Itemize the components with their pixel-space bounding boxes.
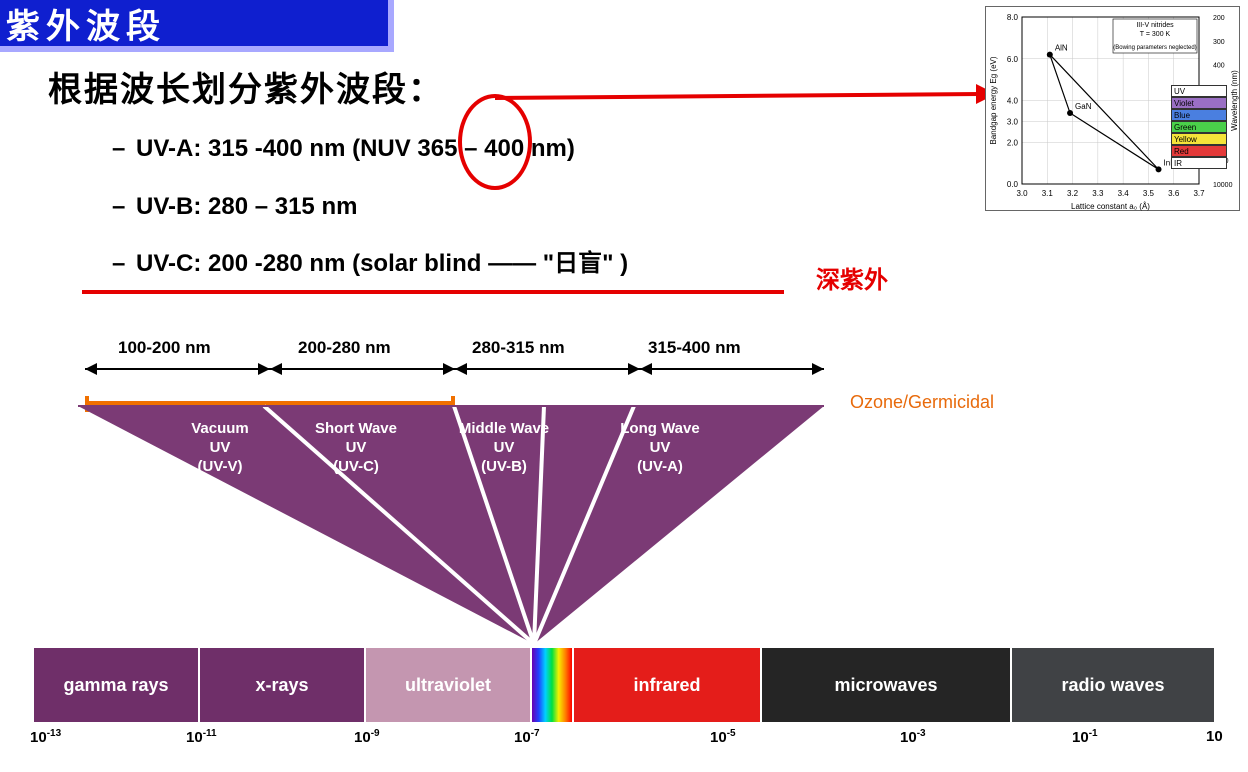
- svg-text:3.1: 3.1: [1042, 189, 1054, 198]
- fan-segment-label: Short WaveUV(UV-C): [301, 420, 411, 476]
- svg-text:200: 200: [1213, 15, 1225, 22]
- red-arrow-line: [495, 92, 980, 100]
- uv-bullet-list: –UV-A: 315 -400 nm (NUV 365 – 400 nm) –U…: [112, 120, 628, 293]
- svg-text:AlN: AlN: [1055, 44, 1068, 53]
- title-banner-text: 紫外波段: [6, 0, 166, 48]
- svg-text:GaN: GaN: [1075, 102, 1092, 111]
- spectrum-band-microwaves: microwaves: [762, 648, 1012, 722]
- scale-tick: 10: [1206, 728, 1223, 745]
- spectrum-band-ultraviolet: ultraviolet: [366, 648, 532, 722]
- svg-text:400: 400: [1213, 63, 1225, 70]
- deep-uv-label: 深紫外: [816, 260, 888, 295]
- spectrum-band-infrared: infrared: [574, 648, 762, 722]
- em-spectrum-bar: gamma raysx-raysultraviolet infraredmicro…: [34, 648, 1214, 722]
- red-circle-annotation: [458, 94, 532, 190]
- svg-text:3.3: 3.3: [1092, 189, 1104, 198]
- svg-text:3.7: 3.7: [1193, 189, 1205, 198]
- fan-segment-label: Long WaveUV(UV-A): [605, 420, 715, 476]
- title-banner: 紫外波段: [0, 0, 394, 52]
- bullet-uva: –UV-A: 315 -400 nm (NUV 365 – 400 nm): [112, 120, 628, 178]
- svg-text:3.0: 3.0: [1016, 189, 1028, 198]
- spectrum-band-radio-waves: radio waves: [1012, 648, 1214, 722]
- scale-tick: 10-1: [1072, 728, 1098, 746]
- svg-text:8.0: 8.0: [1007, 13, 1019, 22]
- scale-tick: 10-7: [514, 728, 540, 746]
- svg-text:4.0: 4.0: [1007, 97, 1019, 106]
- bullet-uvc: –UV-C: 200 -280 nm (solar blind —— "日盲" …: [112, 235, 628, 293]
- svg-text:3.6: 3.6: [1168, 189, 1180, 198]
- bullet-uvb: –UV-B: 280 – 315 nm: [112, 178, 628, 236]
- svg-text:Lattice constant a₀ (Å): Lattice constant a₀ (Å): [1071, 202, 1150, 211]
- fan-segment-label: Middle WaveUV(UV-B): [449, 420, 559, 476]
- ozone-germicidal-label: Ozone/Germicidal: [850, 392, 994, 413]
- svg-text:3.4: 3.4: [1118, 189, 1130, 198]
- uv-range-label: 100-200 nm: [118, 338, 211, 358]
- svg-text:10000: 10000: [1213, 182, 1233, 189]
- uv-range-label: 315-400 nm: [648, 338, 741, 358]
- scale-tick: 10-11: [186, 728, 217, 746]
- scale-tick: 10-13: [30, 728, 61, 746]
- svg-text:2.0: 2.0: [1007, 138, 1019, 147]
- page-heading: 根据波长划分紫外波段：: [48, 62, 444, 111]
- svg-text:0.0: 0.0: [1007, 180, 1019, 189]
- svg-text:(Bowing parameters neglected): (Bowing parameters neglected): [1113, 45, 1196, 51]
- red-underline: [82, 290, 784, 294]
- uv-range-label: 200-280 nm: [298, 338, 391, 358]
- svg-text:3.2: 3.2: [1067, 189, 1079, 198]
- svg-text:3.0: 3.0: [1007, 117, 1019, 126]
- fan-segment-label: VacuumUV(UV-V): [165, 420, 275, 476]
- scale-tick: 10-3: [900, 728, 926, 746]
- spectrum-band-visible: [532, 648, 574, 722]
- inset-legend: UVVioletBlueGreenYellowRedIR: [1171, 85, 1227, 169]
- spectrum-band-x-rays: x-rays: [200, 648, 366, 722]
- svg-text:3.5: 3.5: [1143, 189, 1155, 198]
- spectrum-band-gamma-rays: gamma rays: [34, 648, 200, 722]
- scale-tick: 10-9: [354, 728, 380, 746]
- svg-text:III-V nitrides: III-V nitrides: [1136, 22, 1174, 29]
- inset-bandgap-chart: 3.0 3.1 3.2 3.3 3.4 3.5 3.6 3.7 0.0 2.0 3.0 4.0 6.0 8…: [985, 6, 1240, 211]
- svg-text:6.0: 6.0: [1007, 55, 1019, 64]
- uv-range-label: 280-315 nm: [472, 338, 565, 358]
- svg-text:T = 300 K: T = 300 K: [1140, 31, 1171, 38]
- svg-text:Wavelength (nm): Wavelength (nm): [1230, 70, 1239, 131]
- uv-fan-diagram: [78, 356, 838, 656]
- svg-text:Bandgap energy Eg (eV): Bandgap energy Eg (eV): [989, 56, 998, 144]
- wavelength-scale: 10-13 10-11 10-9 10-7 10-5 10-3 10-1 10: [30, 728, 1224, 752]
- scale-tick: 10-5: [710, 728, 736, 746]
- svg-text:300: 300: [1213, 39, 1225, 46]
